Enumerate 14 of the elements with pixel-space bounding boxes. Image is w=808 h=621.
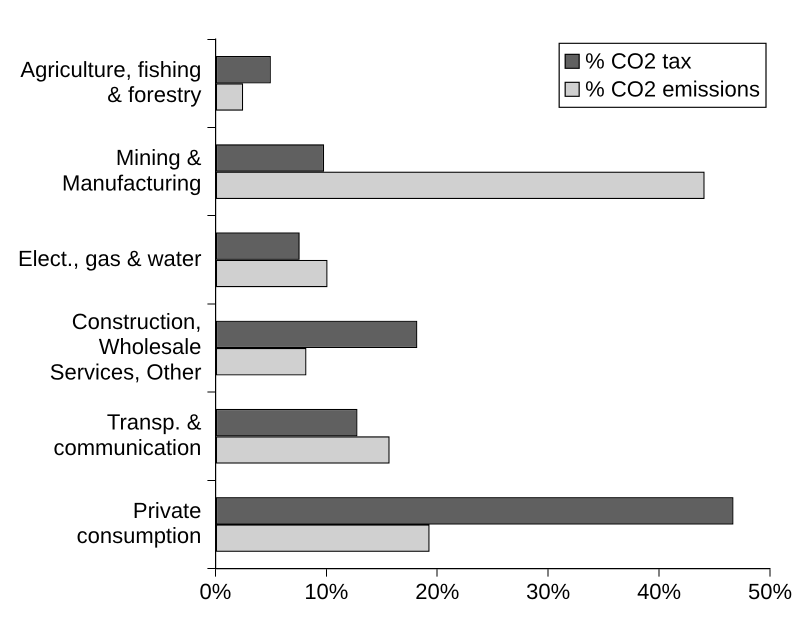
y-tick-label: Private consumption: [76, 498, 202, 548]
y-tick-label: Transp. & communication: [53, 410, 202, 460]
y-tick-label: Mining & Manufacturing: [62, 145, 202, 196]
x-tick-label: 40%: [637, 578, 682, 604]
y-tick-label: Agriculture, fishing & forestry: [20, 56, 202, 108]
y-tick-label: Elect., gas & water: [18, 246, 202, 271]
legend-label: % CO2 tax: [585, 48, 692, 74]
x-tick-label: 0%: [200, 578, 232, 604]
x-tick-label: 20%: [415, 578, 460, 604]
legend-label: % CO2 emissions: [585, 76, 760, 102]
y-tick-label: Construction, Wholesale Services, Other: [50, 308, 202, 384]
x-tick-label: 10%: [304, 578, 348, 604]
x-tick-label: 50%: [748, 578, 792, 604]
x-tick-label: 30%: [526, 578, 570, 604]
